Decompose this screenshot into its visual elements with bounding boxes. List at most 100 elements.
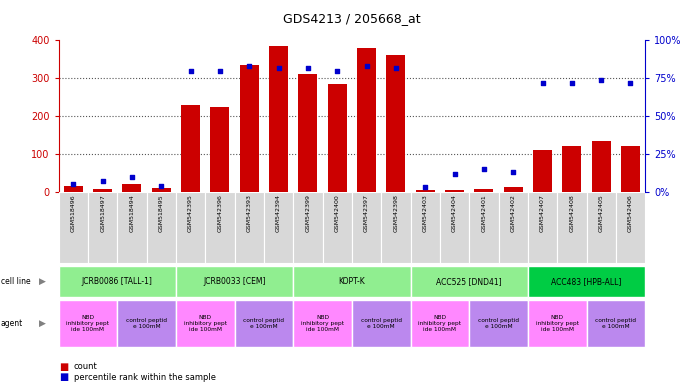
Text: GSM542398: GSM542398: [393, 194, 398, 232]
Text: JCRB0086 [TALL-1]: JCRB0086 [TALL-1]: [82, 277, 152, 286]
Text: NBD
inhibitory pept
ide 100mM: NBD inhibitory pept ide 100mM: [301, 315, 344, 332]
Text: GSM542399: GSM542399: [306, 194, 310, 232]
Bar: [293, 266, 411, 297]
Text: GSM542400: GSM542400: [335, 194, 339, 232]
Point: [273, 65, 284, 71]
Bar: [352, 192, 381, 263]
Text: GSM542406: GSM542406: [628, 194, 633, 232]
Bar: [147, 192, 176, 263]
Bar: [122, 184, 141, 192]
Point: [244, 63, 255, 69]
Bar: [293, 300, 352, 346]
Bar: [117, 192, 147, 263]
Text: control peptid
e 100mM: control peptid e 100mM: [361, 318, 402, 329]
Point: [97, 178, 108, 184]
Text: GSM542405: GSM542405: [599, 194, 604, 232]
Bar: [586, 192, 616, 263]
Text: GDS4213 / 205668_at: GDS4213 / 205668_at: [283, 12, 421, 25]
Text: GSM542407: GSM542407: [540, 194, 545, 232]
Text: GSM518494: GSM518494: [130, 194, 135, 232]
Text: GSM542396: GSM542396: [217, 194, 222, 232]
Bar: [206, 192, 235, 263]
Bar: [269, 46, 288, 192]
Bar: [235, 192, 264, 263]
Bar: [469, 192, 499, 263]
Point: [566, 80, 578, 86]
Bar: [504, 187, 523, 192]
Text: GSM542393: GSM542393: [247, 194, 252, 232]
Point: [361, 63, 372, 69]
Bar: [621, 146, 640, 192]
Bar: [558, 192, 586, 263]
Text: agent: agent: [1, 319, 23, 328]
Bar: [117, 300, 176, 346]
Text: GSM542403: GSM542403: [423, 194, 428, 232]
Text: GSM542404: GSM542404: [452, 194, 457, 232]
Bar: [181, 105, 200, 192]
Bar: [93, 189, 112, 192]
Point: [156, 183, 167, 189]
Bar: [411, 300, 469, 346]
Bar: [440, 192, 469, 263]
Bar: [239, 65, 259, 192]
Bar: [528, 300, 586, 346]
Text: GSM518496: GSM518496: [71, 194, 76, 232]
Point: [332, 68, 343, 74]
Bar: [474, 189, 493, 192]
Point: [302, 65, 313, 71]
Bar: [616, 192, 645, 263]
Bar: [528, 192, 558, 263]
Bar: [176, 266, 293, 297]
Bar: [59, 266, 176, 297]
Text: ■: ■: [59, 362, 68, 372]
Bar: [235, 300, 293, 346]
Text: NBD
inhibitory pept
ide 100mM: NBD inhibitory pept ide 100mM: [535, 315, 579, 332]
Point: [449, 171, 460, 177]
Point: [508, 169, 519, 175]
Bar: [210, 107, 230, 192]
Text: GSM518497: GSM518497: [100, 194, 105, 232]
Point: [478, 166, 489, 172]
Text: ACC525 [DND41]: ACC525 [DND41]: [436, 277, 502, 286]
Text: NBD
inhibitory pept
ide 100mM: NBD inhibitory pept ide 100mM: [66, 315, 110, 332]
Bar: [63, 186, 83, 192]
Point: [625, 80, 636, 86]
Bar: [176, 300, 235, 346]
Bar: [586, 300, 645, 346]
Bar: [562, 146, 582, 192]
Text: control peptid
e 100mM: control peptid e 100mM: [478, 318, 519, 329]
Bar: [357, 48, 376, 192]
Bar: [386, 56, 406, 192]
Text: NBD
inhibitory pept
ide 100mM: NBD inhibitory pept ide 100mM: [184, 315, 227, 332]
Bar: [59, 192, 88, 263]
Point: [391, 65, 402, 71]
Text: GSM542395: GSM542395: [188, 194, 193, 232]
Text: ▶: ▶: [39, 277, 46, 286]
Bar: [59, 300, 117, 346]
Text: ACC483 [HPB-ALL]: ACC483 [HPB-ALL]: [551, 277, 622, 286]
Text: control peptid
e 100mM: control peptid e 100mM: [595, 318, 636, 329]
Text: GSM542397: GSM542397: [364, 194, 369, 232]
Point: [595, 77, 607, 83]
Text: GSM542408: GSM542408: [569, 194, 574, 232]
Point: [215, 68, 226, 74]
Bar: [591, 141, 611, 192]
Bar: [533, 150, 552, 192]
Point: [420, 184, 431, 190]
Bar: [323, 192, 352, 263]
Bar: [528, 266, 645, 297]
Point: [68, 181, 79, 187]
Bar: [411, 266, 528, 297]
Text: GSM542402: GSM542402: [511, 194, 515, 232]
Point: [185, 68, 196, 74]
Text: ▶: ▶: [39, 319, 46, 328]
Bar: [415, 190, 435, 192]
Bar: [499, 192, 528, 263]
Text: control peptid
e 100mM: control peptid e 100mM: [244, 318, 284, 329]
Bar: [88, 192, 117, 263]
Text: cell line: cell line: [1, 277, 30, 286]
Bar: [293, 192, 323, 263]
Text: GSM542394: GSM542394: [276, 194, 281, 232]
Text: JCRB0033 [CEM]: JCRB0033 [CEM]: [204, 277, 266, 286]
Text: percentile rank within the sample: percentile rank within the sample: [74, 372, 216, 382]
